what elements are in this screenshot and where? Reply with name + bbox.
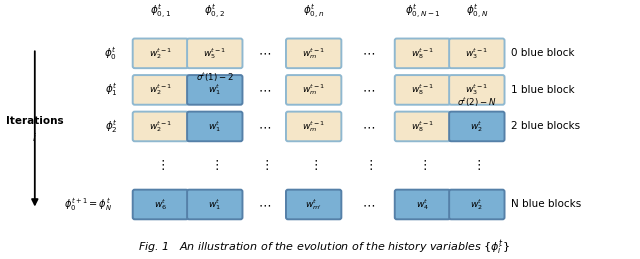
Text: $\sigma^t(1)-2$: $\sigma^t(1)-2$: [196, 70, 234, 84]
FancyBboxPatch shape: [187, 39, 243, 68]
FancyBboxPatch shape: [449, 190, 504, 219]
Text: 0 blue block: 0 blue block: [511, 48, 575, 58]
Text: $\cdots$: $\cdots$: [258, 198, 271, 211]
Text: Fig. 1   An illustration of the evolution of the history variables $\{\phi_i^t\}: Fig. 1 An illustration of the evolution …: [138, 239, 509, 257]
Text: $w_1^{t}$: $w_1^{t}$: [209, 119, 221, 134]
Text: $w_4^{t}$: $w_4^{t}$: [416, 197, 429, 212]
Text: $w_1^{t}$: $w_1^{t}$: [209, 197, 221, 212]
Text: $\cdots$: $\cdots$: [362, 120, 374, 133]
Text: $w_2^{t-1}$: $w_2^{t-1}$: [148, 82, 172, 97]
Text: $\sigma^t(2)-N$: $\sigma^t(2)-N$: [457, 95, 497, 109]
Text: Iterations: Iterations: [6, 116, 63, 126]
Text: $\phi_2^t$: $\phi_2^t$: [104, 118, 117, 135]
FancyBboxPatch shape: [286, 39, 341, 68]
FancyBboxPatch shape: [395, 112, 450, 141]
Text: $\cdots$: $\cdots$: [362, 47, 374, 60]
FancyBboxPatch shape: [395, 39, 450, 68]
FancyBboxPatch shape: [449, 39, 504, 68]
FancyBboxPatch shape: [132, 39, 188, 68]
Text: N blue blocks: N blue blocks: [511, 199, 582, 210]
Text: $w_6^{t}$: $w_6^{t}$: [154, 197, 167, 212]
FancyBboxPatch shape: [286, 112, 341, 141]
Text: $w_2^{t-1}$: $w_2^{t-1}$: [148, 119, 172, 134]
Text: $w_5^{t-1}$: $w_5^{t-1}$: [203, 46, 227, 61]
FancyBboxPatch shape: [187, 190, 243, 219]
Text: $\vdots$: $\vdots$: [260, 159, 269, 172]
Text: $\cdots$: $\cdots$: [258, 83, 271, 96]
Text: $w_3^{t-1}$: $w_3^{t-1}$: [465, 46, 488, 61]
FancyBboxPatch shape: [187, 112, 243, 141]
FancyBboxPatch shape: [449, 112, 504, 141]
Text: $w_2^{t-1}$: $w_2^{t-1}$: [148, 46, 172, 61]
Text: $\phi_{0,1}^t$: $\phi_{0,1}^t$: [150, 3, 171, 21]
Text: $\phi_0^t$: $\phi_0^t$: [104, 45, 117, 62]
Text: $w_8^{t-1}$: $w_8^{t-1}$: [411, 119, 434, 134]
Text: $w_m^{t-1}$: $w_m^{t-1}$: [302, 119, 325, 134]
FancyBboxPatch shape: [187, 75, 243, 105]
Text: $\phi_{0,N}^t$: $\phi_{0,N}^t$: [466, 3, 488, 21]
FancyBboxPatch shape: [395, 190, 450, 219]
Text: 2 blue blocks: 2 blue blocks: [511, 121, 580, 132]
Text: $\phi_{0,N-1}^t$: $\phi_{0,N-1}^t$: [404, 3, 440, 21]
FancyBboxPatch shape: [132, 75, 188, 105]
Text: $\vdots$: $\vdots$: [156, 159, 165, 172]
Text: $\cdots$: $\cdots$: [258, 47, 271, 60]
FancyBboxPatch shape: [286, 190, 341, 219]
Text: $\cdots$: $\cdots$: [258, 120, 271, 133]
Text: $i$: $i$: [33, 131, 37, 143]
Text: $\vdots$: $\vdots$: [364, 159, 372, 172]
Text: $\cdots$: $\cdots$: [362, 198, 374, 211]
Text: $w_m^{t-1}$: $w_m^{t-1}$: [302, 46, 325, 61]
FancyBboxPatch shape: [132, 112, 188, 141]
Text: $\vdots$: $\vdots$: [472, 159, 481, 172]
Text: $\phi_0^{t+1}=\phi_N^t$: $\phi_0^{t+1}=\phi_N^t$: [64, 196, 112, 213]
Text: $w_8^{t-1}$: $w_8^{t-1}$: [411, 82, 434, 97]
FancyBboxPatch shape: [286, 75, 341, 105]
Text: $\phi_{0,n}^t$: $\phi_{0,n}^t$: [303, 3, 324, 21]
Text: $\vdots$: $\vdots$: [418, 159, 427, 172]
Text: $w_2^{t}$: $w_2^{t}$: [470, 197, 483, 212]
Text: $\cdots$: $\cdots$: [362, 83, 374, 96]
Text: $\vdots$: $\vdots$: [309, 159, 318, 172]
Text: 1 blue block: 1 blue block: [511, 85, 575, 95]
Text: $w_8^{t-1}$: $w_8^{t-1}$: [411, 46, 434, 61]
Text: $w_2^{t}$: $w_2^{t}$: [470, 119, 483, 134]
Text: $\phi_{0,2}^t$: $\phi_{0,2}^t$: [204, 3, 225, 21]
Text: $\phi_1^t$: $\phi_1^t$: [104, 82, 117, 98]
Text: $w_m^{t-1}$: $w_m^{t-1}$: [302, 82, 325, 97]
Text: $w_1^{t}$: $w_1^{t}$: [209, 82, 221, 97]
Text: $\vdots$: $\vdots$: [211, 159, 220, 172]
Text: $w_3^{t-1}$: $w_3^{t-1}$: [465, 82, 488, 97]
FancyBboxPatch shape: [449, 75, 504, 105]
FancyBboxPatch shape: [395, 75, 450, 105]
Text: $w_{m'}^{t}$: $w_{m'}^{t}$: [305, 197, 322, 212]
FancyBboxPatch shape: [132, 190, 188, 219]
